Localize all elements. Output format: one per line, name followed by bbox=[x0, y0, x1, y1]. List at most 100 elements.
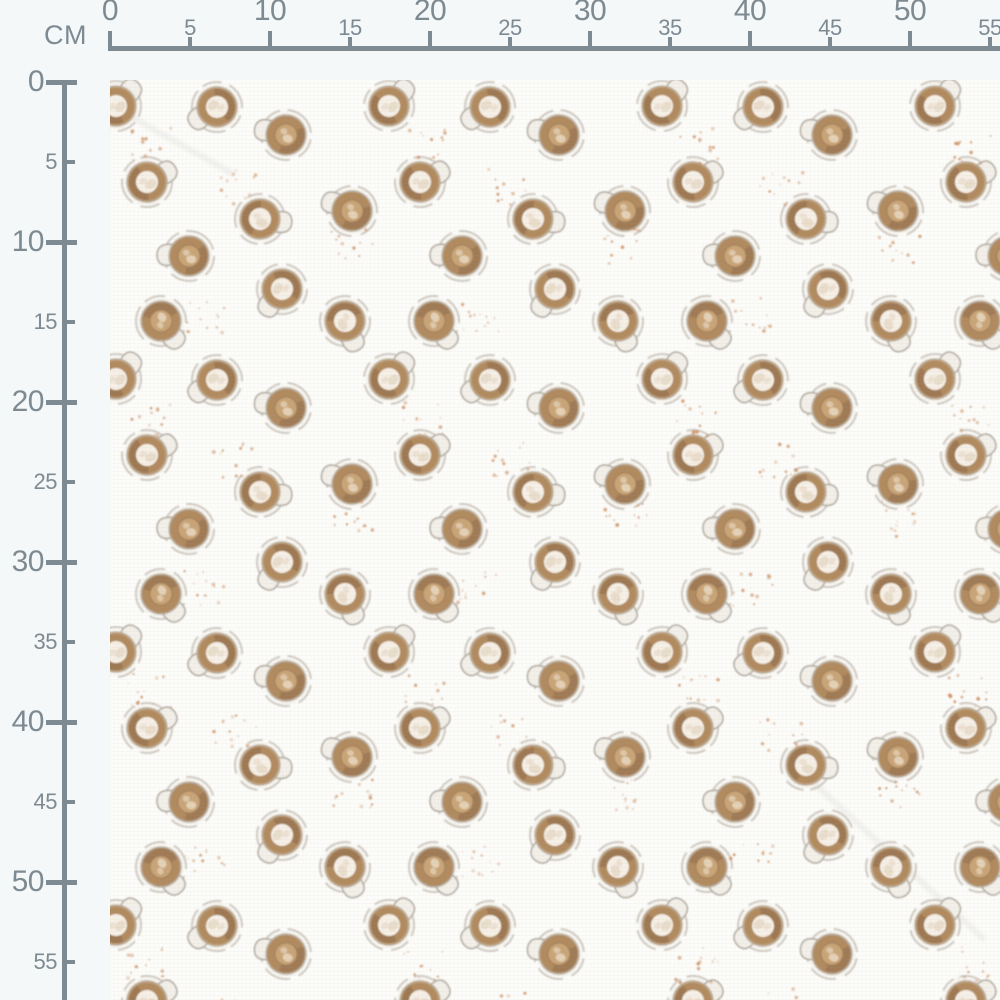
coffee-cup bbox=[515, 800, 590, 876]
coffee-cup bbox=[387, 692, 460, 761]
coffee-cup bbox=[312, 175, 385, 244]
ruler-label: 35 bbox=[658, 15, 682, 40]
coffee-cup bbox=[399, 286, 473, 361]
ruler-tick-major bbox=[46, 80, 77, 85]
coffee-cup bbox=[777, 190, 842, 249]
coffee-cup bbox=[900, 339, 976, 415]
ruler-tick-major bbox=[908, 31, 912, 51]
coffee-cup bbox=[428, 501, 489, 556]
coffee-cup bbox=[114, 419, 187, 488]
coffee-cup bbox=[859, 835, 926, 906]
coffee-cup bbox=[660, 965, 733, 1000]
coffee-cup bbox=[788, 254, 863, 330]
coffee-cup bbox=[313, 835, 380, 906]
coffee-cup bbox=[701, 774, 762, 829]
coffee-cup bbox=[114, 146, 187, 215]
ruler-tick-minor bbox=[988, 37, 992, 51]
coffee-cup bbox=[933, 692, 1000, 761]
coffee-cup bbox=[933, 419, 1000, 488]
ruler-label: 5 bbox=[45, 149, 57, 174]
ruler-label: 15 bbox=[33, 309, 58, 334]
coffee-speckles bbox=[186, 301, 226, 335]
coffee-cup bbox=[242, 527, 317, 603]
coffee-cup bbox=[387, 419, 460, 488]
coffee-cup bbox=[114, 692, 187, 761]
coffee-speckles bbox=[677, 674, 720, 703]
ruler-tick-major bbox=[748, 31, 752, 51]
coffee-cup bbox=[660, 146, 733, 215]
coffee-cup bbox=[627, 612, 703, 688]
ruler-label: 30 bbox=[11, 545, 45, 578]
coffee-speckles bbox=[219, 169, 258, 206]
ruler-label: 40 bbox=[11, 705, 45, 738]
ruler-label: 0 bbox=[101, 0, 119, 27]
coffee-speckles bbox=[127, 672, 172, 708]
coffee-cup bbox=[945, 286, 1000, 361]
coffee-cup bbox=[672, 832, 746, 907]
coffee-cup bbox=[974, 501, 1000, 556]
coffee-speckles bbox=[404, 674, 446, 706]
coffee-speckles bbox=[183, 570, 226, 606]
coffee-cup bbox=[586, 835, 653, 906]
ruler-label: 55 bbox=[978, 15, 1000, 40]
coffee-cup bbox=[701, 228, 762, 283]
coffee-cup bbox=[585, 175, 658, 244]
coffee-cup bbox=[777, 736, 842, 795]
coffee-speckles bbox=[679, 126, 720, 165]
coffee-speckles bbox=[676, 399, 717, 438]
coffee-cup bbox=[177, 619, 251, 691]
ruler-label: 20 bbox=[413, 0, 447, 27]
ruler-label: 20 bbox=[11, 385, 45, 418]
coffee-cup bbox=[450, 80, 524, 145]
coffee-cup bbox=[249, 649, 317, 712]
coffee-cup bbox=[723, 619, 797, 691]
ruler-label: 10 bbox=[253, 0, 287, 27]
coffee-speckles bbox=[758, 442, 798, 479]
ruler-label: 25 bbox=[33, 469, 58, 494]
coffee-cup bbox=[126, 832, 200, 907]
ruler-tick-minor bbox=[62, 320, 75, 324]
ruler-tick-minor bbox=[62, 160, 75, 164]
coffee-cup bbox=[660, 692, 733, 761]
coffee-cup bbox=[312, 448, 385, 517]
ruler-tick-minor bbox=[62, 640, 75, 644]
ruler-label: 30 bbox=[573, 0, 607, 27]
coffee-speckles bbox=[603, 502, 648, 527]
ruler-line-horizontal bbox=[108, 46, 1000, 51]
ruler-label: 5 bbox=[184, 15, 196, 40]
coffee-cup bbox=[788, 800, 863, 876]
ruler-tick-major bbox=[46, 400, 77, 405]
coffee-speckles bbox=[456, 571, 497, 605]
coffee-speckles bbox=[613, 772, 637, 812]
coffee-speckles bbox=[130, 126, 173, 161]
coffee-cup bbox=[231, 190, 296, 249]
coffee-speckles bbox=[403, 950, 444, 984]
coffee-cup bbox=[795, 922, 863, 985]
coffee-speckles bbox=[947, 673, 988, 708]
ruler-tick-minor bbox=[188, 37, 192, 51]
ruler-tick-minor bbox=[828, 37, 832, 51]
coffee-speckles bbox=[461, 845, 501, 878]
coffee-cup bbox=[974, 774, 1000, 829]
coffee-cup bbox=[795, 649, 863, 712]
ruler-tick-minor bbox=[668, 37, 672, 51]
coffee-cup bbox=[450, 619, 524, 691]
coffee-cup bbox=[110, 885, 156, 961]
coffee-cup bbox=[585, 994, 658, 1000]
coffee-cup bbox=[177, 892, 251, 964]
coffee-speckles bbox=[732, 572, 774, 607]
ruler-tick-minor bbox=[348, 37, 352, 51]
coffee-speckles bbox=[759, 718, 804, 752]
ruler-tick-major bbox=[46, 240, 77, 245]
ruler-tick-minor bbox=[508, 37, 512, 51]
fabric-swatch bbox=[110, 80, 1000, 1000]
coffee-cup bbox=[155, 228, 216, 283]
coffee-speckles bbox=[211, 442, 254, 479]
ruler-tick-major bbox=[46, 560, 77, 565]
coffee-cup bbox=[450, 892, 524, 964]
coffee-cup bbox=[354, 80, 430, 141]
coffee-cup bbox=[974, 228, 1000, 283]
coffee-speckles bbox=[951, 404, 990, 433]
coffee-speckles bbox=[877, 227, 922, 264]
coffee-speckles bbox=[130, 403, 172, 438]
